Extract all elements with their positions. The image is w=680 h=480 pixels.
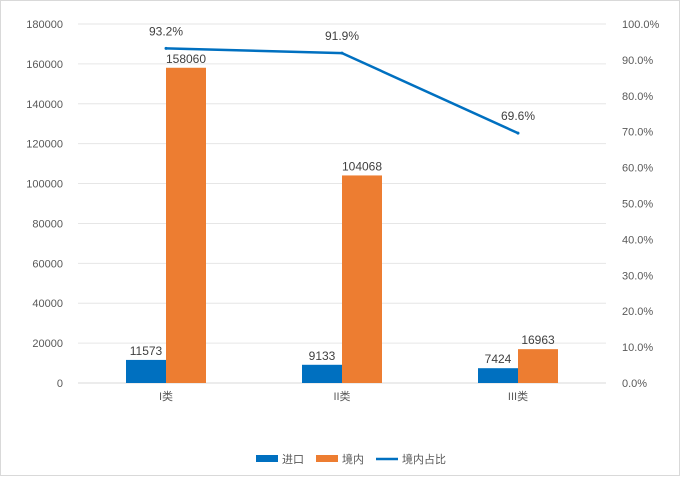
bar-import xyxy=(478,368,518,383)
bar-domestic xyxy=(166,67,206,383)
share-line xyxy=(165,47,519,135)
bar-import xyxy=(302,364,342,383)
line-data-label: 91.9% xyxy=(325,29,359,43)
y-right-tick-label: 0.0% xyxy=(622,378,647,390)
y-left-tick-label: 120000 xyxy=(26,139,63,151)
y-left-tick-label: 60000 xyxy=(32,258,63,270)
line-point xyxy=(164,46,168,50)
y-left-tick-label: 0 xyxy=(57,378,63,390)
y-right-tick-label: 60.0% xyxy=(622,163,653,175)
legend-label: 境内 xyxy=(342,452,364,466)
y-right-tick-label: 30.0% xyxy=(622,270,653,282)
line-point xyxy=(340,51,344,55)
x-tick-label: II类 xyxy=(333,389,350,403)
legend-label: 进口 xyxy=(282,453,304,466)
y-right-tick-label: 70.0% xyxy=(622,127,653,139)
y-right-tick-label: 40.0% xyxy=(622,234,653,246)
bar-domestic xyxy=(518,349,558,383)
bar-data-label: 7424 xyxy=(485,352,512,366)
bar-domestic xyxy=(342,175,382,383)
x-tick-label: I类 xyxy=(159,389,173,403)
y-left-tick-label: 20000 xyxy=(32,338,63,350)
bar-data-label: 11573 xyxy=(130,344,163,358)
bar-data-label: 9133 xyxy=(309,349,336,363)
bar-import xyxy=(126,359,166,383)
line-point xyxy=(516,131,520,135)
y-right-tick-label: 20.0% xyxy=(622,306,653,318)
bar-data-label: 104068 xyxy=(342,159,382,173)
y-left-tick-label: 140000 xyxy=(26,99,63,111)
legend-swatch xyxy=(316,455,338,462)
y-left-tick-label: 180000 xyxy=(26,19,63,31)
y-right-tick-label: 100.0% xyxy=(622,19,660,31)
y-right-tick-label: 80.0% xyxy=(622,91,653,103)
y-left-tick-label: 40000 xyxy=(32,298,63,310)
bar-data-label: 16963 xyxy=(521,333,555,347)
y-left-tick-label: 100000 xyxy=(26,179,63,191)
y-left-tick-label: 160000 xyxy=(26,59,63,71)
legend-swatch xyxy=(256,455,278,462)
y-left-tick-label: 80000 xyxy=(32,218,63,230)
legend-label: 境内占比 xyxy=(402,452,446,466)
x-tick-label: III类 xyxy=(508,389,528,403)
bar-data-label: 158060 xyxy=(166,52,206,66)
y-right-tick-label: 10.0% xyxy=(622,342,653,354)
y-right-tick-label: 90.0% xyxy=(622,55,653,67)
line-data-label: 93.2% xyxy=(149,24,183,38)
y-right-tick-label: 50.0% xyxy=(622,199,653,211)
line-data-label: 69.6% xyxy=(501,109,535,123)
